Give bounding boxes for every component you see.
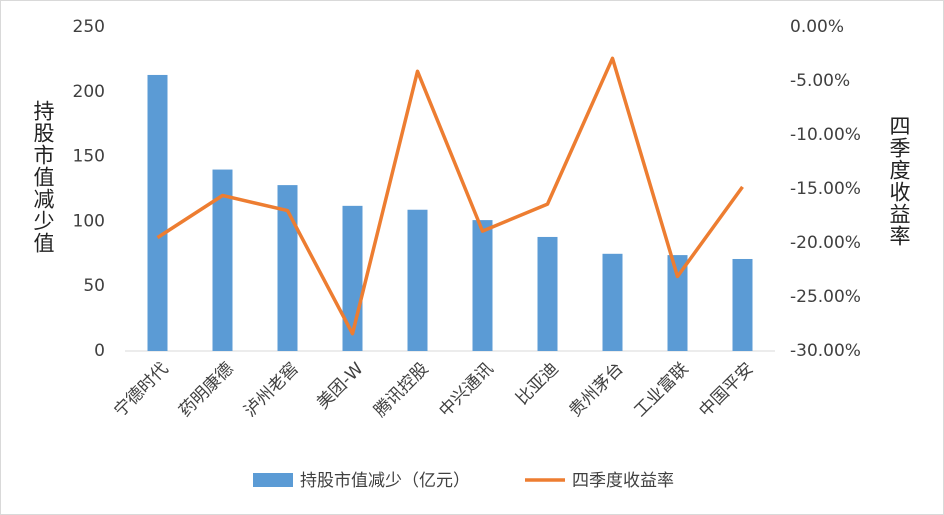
y2-tick-label: -25.00% bbox=[790, 287, 861, 307]
y-tick-label: 250 bbox=[73, 17, 105, 37]
y2-tick-label: -15.00% bbox=[790, 179, 861, 199]
bar bbox=[277, 185, 298, 351]
y2-tick-label: 0.00% bbox=[790, 17, 844, 37]
legend-label: 持股市值减少（亿元） bbox=[300, 471, 470, 491]
bar bbox=[147, 74, 168, 352]
line bbox=[156, 56, 744, 336]
bar bbox=[212, 169, 233, 351]
y-tick-label: 50 bbox=[83, 276, 105, 296]
y2-tick-label: -10.00% bbox=[790, 125, 861, 145]
y-tick-label: 0 bbox=[94, 341, 105, 361]
y2-tick-label: -5.00% bbox=[790, 71, 850, 91]
bar bbox=[667, 255, 688, 351]
y-tick-label: 150 bbox=[73, 147, 105, 167]
y2-tick-label: -30.00% bbox=[790, 341, 861, 361]
bar bbox=[602, 253, 623, 351]
y2-axis-title: 四季度收益率 bbox=[887, 115, 911, 247]
bar bbox=[732, 258, 753, 351]
y-tick-label: 200 bbox=[73, 82, 105, 102]
bar bbox=[472, 220, 493, 351]
legend-swatch bbox=[253, 473, 293, 487]
bar bbox=[537, 236, 558, 351]
y2-tick-label: -20.00% bbox=[790, 233, 861, 253]
y-axis-title: 持股市值减少值 bbox=[31, 100, 55, 254]
y-tick-label: 100 bbox=[73, 211, 105, 231]
legend-label: 四季度收益率 bbox=[572, 471, 674, 491]
bar bbox=[407, 209, 428, 351]
